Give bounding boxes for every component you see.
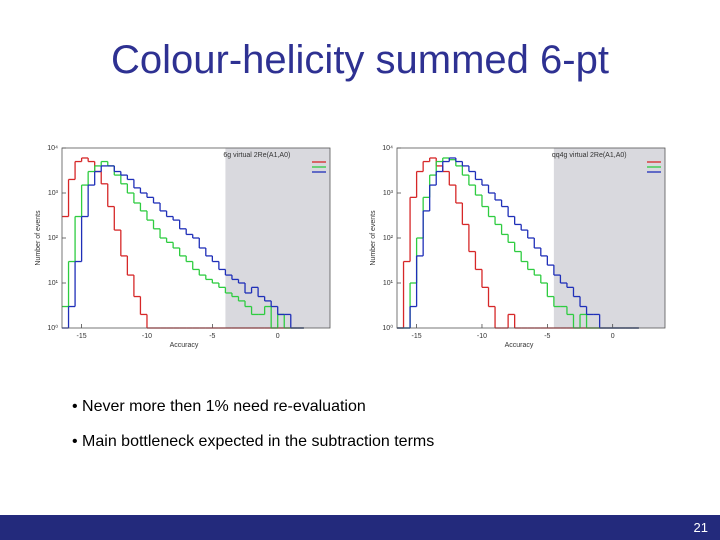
shaded-region bbox=[225, 148, 330, 328]
y-tick-label: 10⁰ bbox=[382, 324, 393, 332]
shaded-region bbox=[553, 148, 665, 328]
x-tick-label: -15 bbox=[77, 333, 87, 340]
x-tick-label: 0 bbox=[611, 333, 615, 340]
y-tick-label: 10² bbox=[383, 235, 394, 242]
y-tick-label: 10³ bbox=[48, 190, 59, 197]
y-tick-label: 10² bbox=[48, 235, 59, 242]
y-tick-label: 10⁴ bbox=[382, 145, 393, 152]
x-axis-label: Accuracy bbox=[170, 342, 199, 349]
y-tick-label: 10¹ bbox=[383, 280, 394, 287]
x-tick-label: -10 bbox=[477, 333, 487, 340]
plot-frame bbox=[396, 147, 666, 329]
bullet: Main bottleneck expected in the subtract… bbox=[72, 433, 434, 451]
page-number: 21 bbox=[693, 520, 708, 535]
y-tick-label: 10³ bbox=[383, 190, 394, 197]
x-tick-label: -15 bbox=[412, 333, 422, 340]
y-tick-label: 10¹ bbox=[48, 280, 59, 287]
bullet-list: Never more then 1% need re-evaluation Ma… bbox=[72, 398, 434, 468]
plot-title: qq4g virtual 2Re(A1,A0) bbox=[552, 152, 627, 159]
x-tick-label: -5 bbox=[544, 333, 550, 340]
y-tick-label: 10⁰ bbox=[47, 324, 58, 332]
y-axis-label: Number of events bbox=[35, 210, 42, 266]
y-tick-label: 10⁴ bbox=[47, 145, 58, 152]
slide-title: Colour-helicity summed 6-pt bbox=[111, 38, 609, 82]
plot-frame bbox=[61, 147, 331, 329]
bullet: Never more then 1% need re-evaluation bbox=[72, 398, 434, 416]
x-tick-label: -10 bbox=[142, 333, 152, 340]
x-tick-label: 0 bbox=[276, 333, 280, 340]
y-axis-label: Number of events bbox=[370, 210, 377, 266]
chart: -15 -10 -5 0 10⁰ 10¹ 10² 10³ 10⁴ 6g virtual 2Re(A… bbox=[35, 145, 331, 349]
x-axis-label: Accuracy bbox=[505, 342, 534, 349]
footer-bar: 21 bbox=[0, 515, 720, 540]
chart: -15 -10 -5 0 10⁰ 10¹ 10² 10³ 10⁴ qq4g virtual 2Re… bbox=[370, 145, 666, 349]
x-tick-label: -5 bbox=[209, 333, 215, 340]
plot-title: 6g virtual 2Re(A1,A0) bbox=[223, 152, 290, 159]
charts: -15 -10 -5 0 10⁰ 10¹ 10² 10³ 10⁴ 6g virtual 2Re(A… bbox=[35, 145, 666, 349]
